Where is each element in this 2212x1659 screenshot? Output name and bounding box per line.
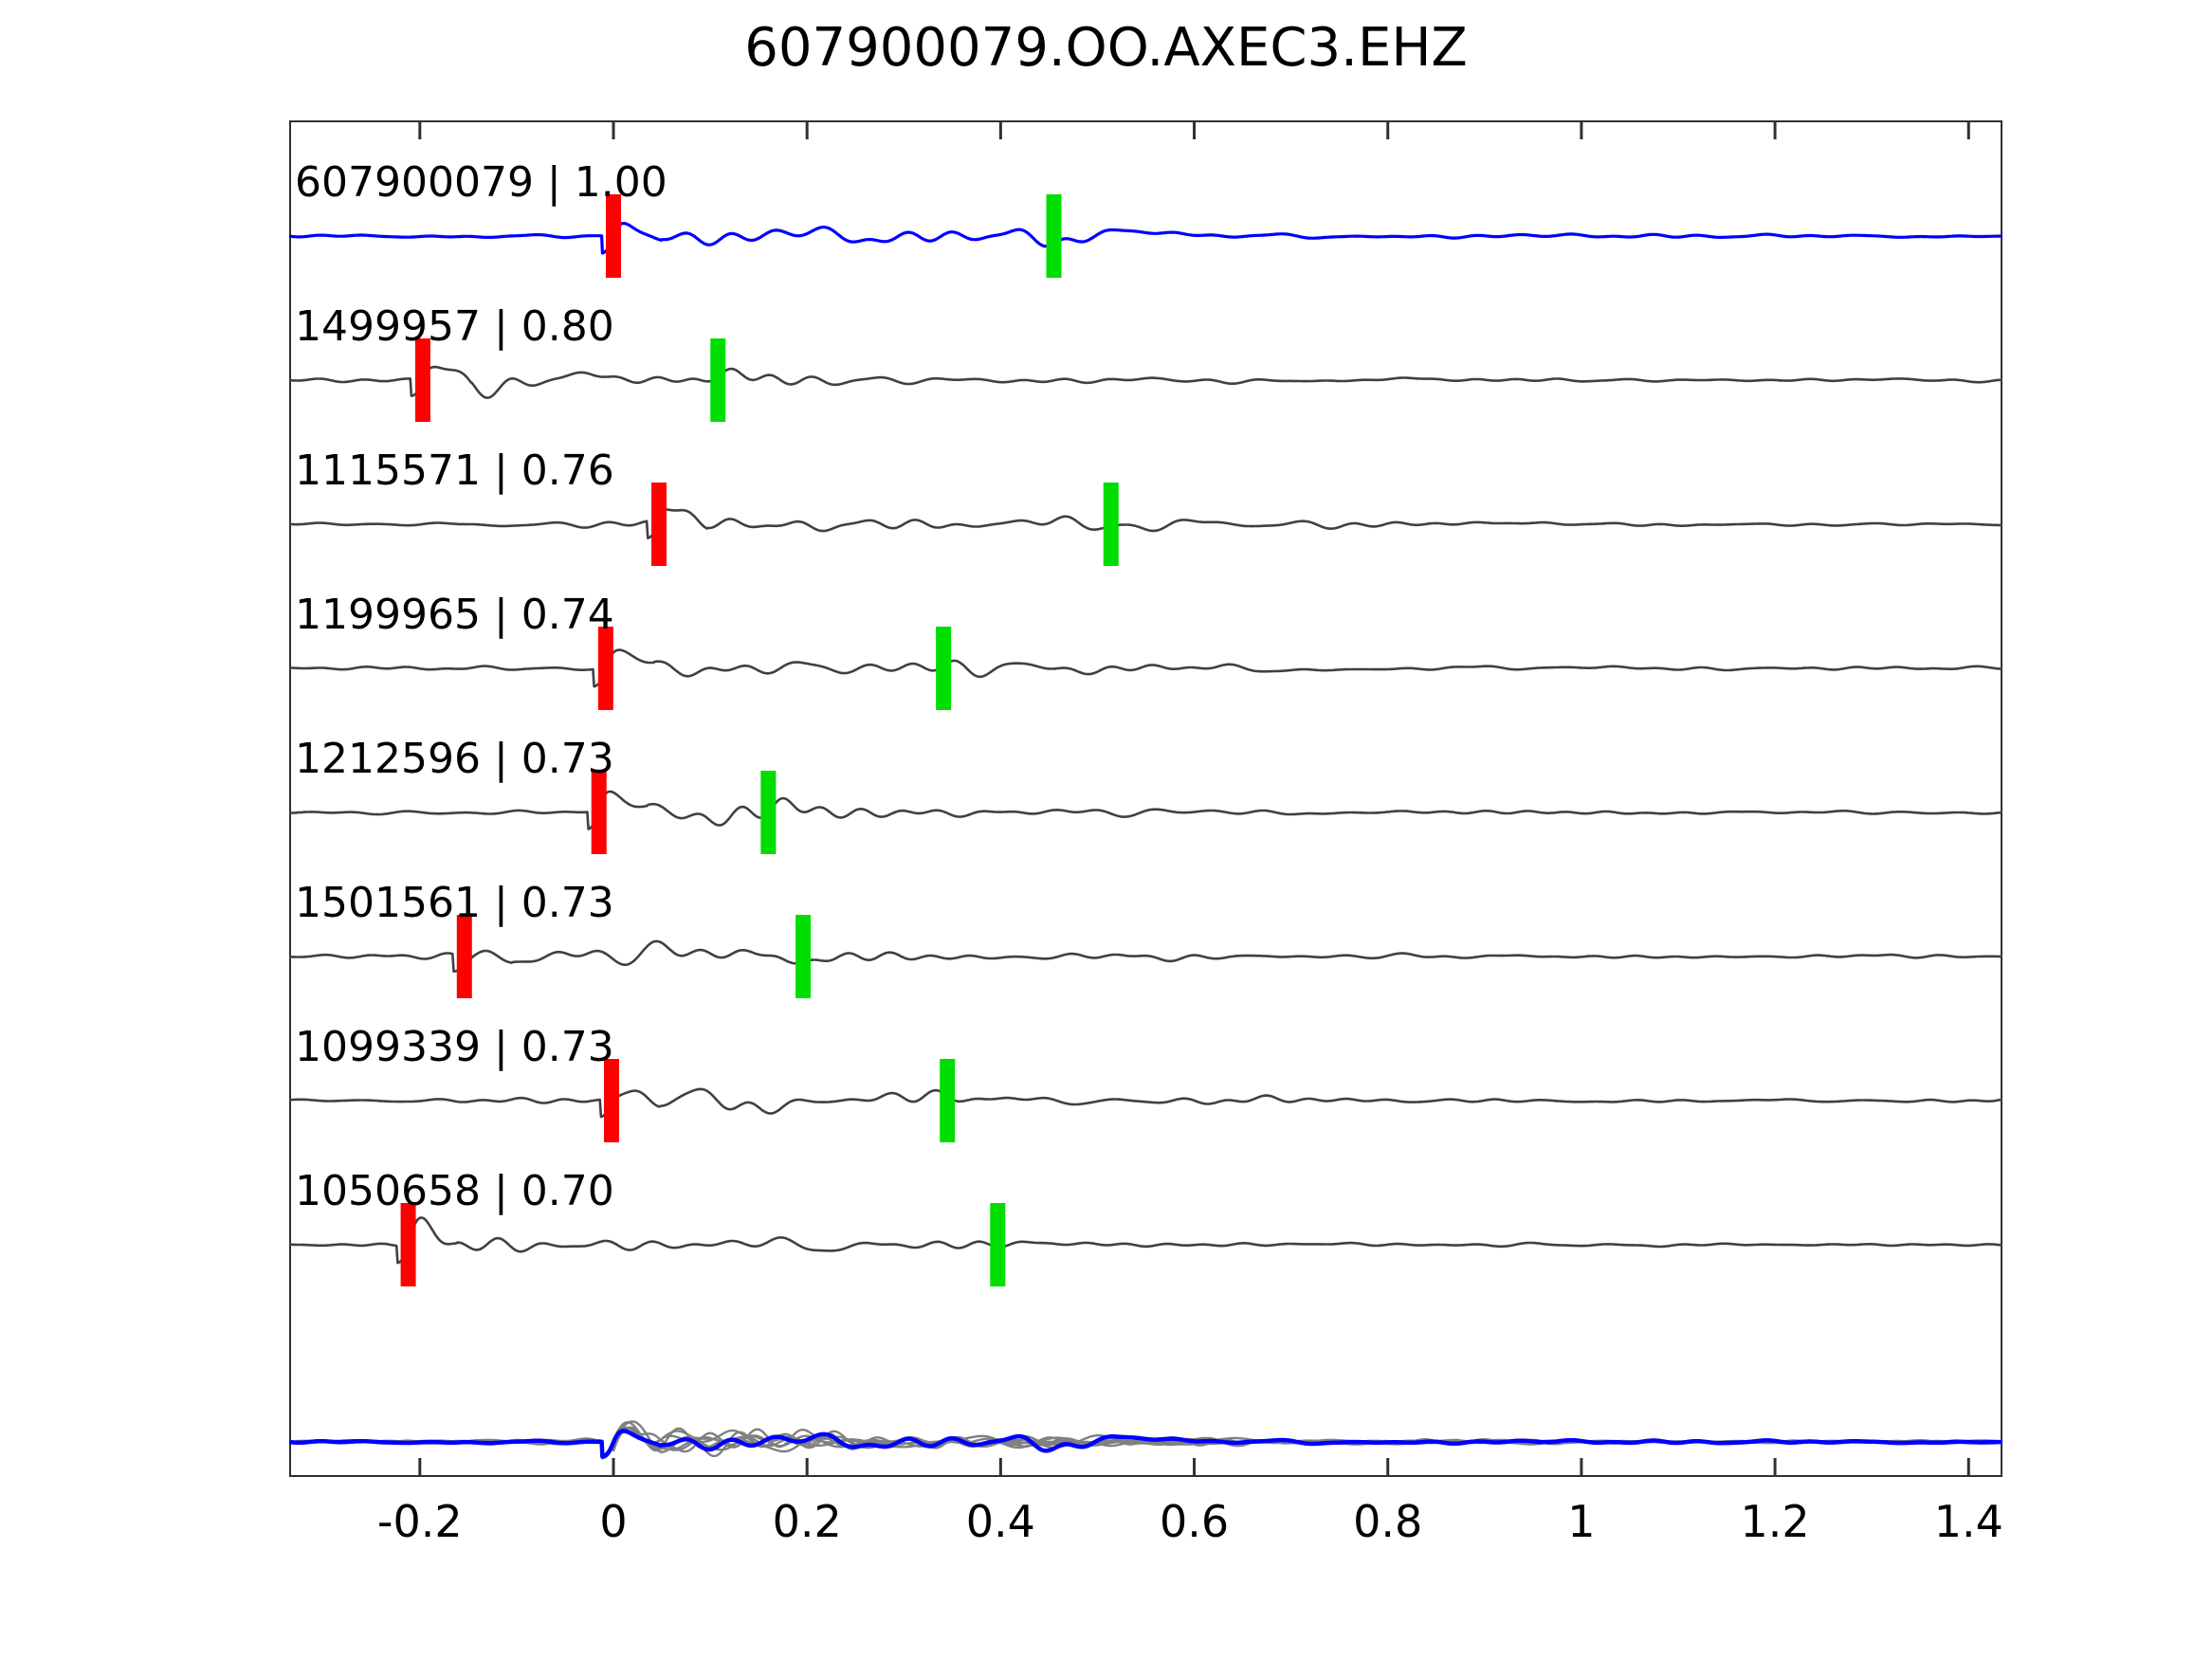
x-tick-label-4: 0.6 — [1159, 1496, 1230, 1547]
x-tick-label-5: 0.8 — [1353, 1496, 1423, 1547]
trace-label-1499957: 1499957 | 0.80 — [295, 302, 614, 351]
trace-group-1115571 — [289, 483, 2002, 566]
s-pick-marker[interactable] — [990, 1203, 1006, 1286]
trace-label-1115571: 1115571 | 0.76 — [295, 447, 614, 495]
waveform-plot — [289, 120, 2002, 1477]
waveform-line — [289, 365, 2002, 399]
plot-area: 607900079 | 1.00 1499957 | 0.80 1115571 | … — [289, 120, 2002, 1477]
x-tick-label-7: 1.2 — [1740, 1496, 1810, 1547]
p-pick-marker[interactable] — [650, 483, 667, 566]
waveform-line — [289, 222, 2002, 255]
trace-label-1212596: 1212596 | 0.73 — [295, 735, 614, 783]
trace-label-1050658: 1050658 | 0.70 — [295, 1167, 614, 1215]
s-pick-marker[interactable] — [710, 338, 726, 422]
p-pick-marker[interactable] — [606, 194, 622, 278]
x-tick-label-8: 1.4 — [1933, 1496, 2003, 1547]
s-pick-marker[interactable] — [940, 1059, 956, 1142]
waveform-line — [289, 508, 2002, 539]
plot-frame — [289, 120, 2002, 1477]
x-tick-label-3: 0.4 — [965, 1496, 1035, 1547]
waveform-line — [289, 790, 2002, 830]
trace-group-1050658 — [289, 1203, 2002, 1286]
trace-group-1212596 — [289, 771, 2002, 854]
s-pick-marker[interactable] — [936, 627, 952, 710]
s-pick-marker[interactable] — [795, 915, 812, 998]
p-pick-marker[interactable] — [597, 627, 613, 710]
waveform-line — [289, 648, 2002, 688]
x-tick-label-0: -0.2 — [376, 1496, 463, 1547]
trace-group-607900079 — [289, 194, 2002, 278]
p-pick-marker[interactable] — [591, 771, 607, 854]
trace-label-1199965: 1199965 | 0.74 — [295, 591, 614, 639]
x-axis-tick-labels: -0.2 0 0.2 0.4 0.6 0.8 1 1.2 1.4 — [289, 1496, 2003, 1562]
trace-label-1099339: 1099339 | 0.73 — [295, 1023, 614, 1071]
trace-label-1501561: 1501561 | 0.73 — [295, 879, 614, 927]
trace-group-1099339 — [289, 1059, 2002, 1142]
p-pick-marker[interactable] — [414, 338, 430, 422]
p-pick-marker[interactable] — [456, 915, 472, 998]
waveform-line — [289, 939, 2002, 973]
waveform-line — [289, 1216, 2002, 1265]
trace-group-1501561 — [289, 915, 2002, 998]
trace-label-607900079: 607900079 | 1.00 — [295, 158, 667, 207]
x-tick-label-6: 1 — [1567, 1496, 1596, 1547]
p-pick-marker[interactable] — [603, 1059, 619, 1142]
s-pick-marker[interactable] — [1046, 194, 1062, 278]
page-title: 607900079.OO.AXEC3.EHZ — [744, 17, 1468, 79]
s-pick-marker[interactable] — [1103, 483, 1119, 566]
p-pick-marker[interactable] — [400, 1203, 416, 1286]
stack-panel — [289, 1420, 2002, 1460]
stack-reference-trace — [289, 1429, 2002, 1459]
s-pick-marker[interactable] — [760, 771, 777, 854]
x-tick-label-1: 0 — [599, 1496, 628, 1547]
trace-group-1499957 — [289, 338, 2002, 422]
x-tick-label-2: 0.2 — [772, 1496, 842, 1547]
trace-group-1199965 — [289, 627, 2002, 710]
waveform-line — [289, 1087, 2002, 1119]
